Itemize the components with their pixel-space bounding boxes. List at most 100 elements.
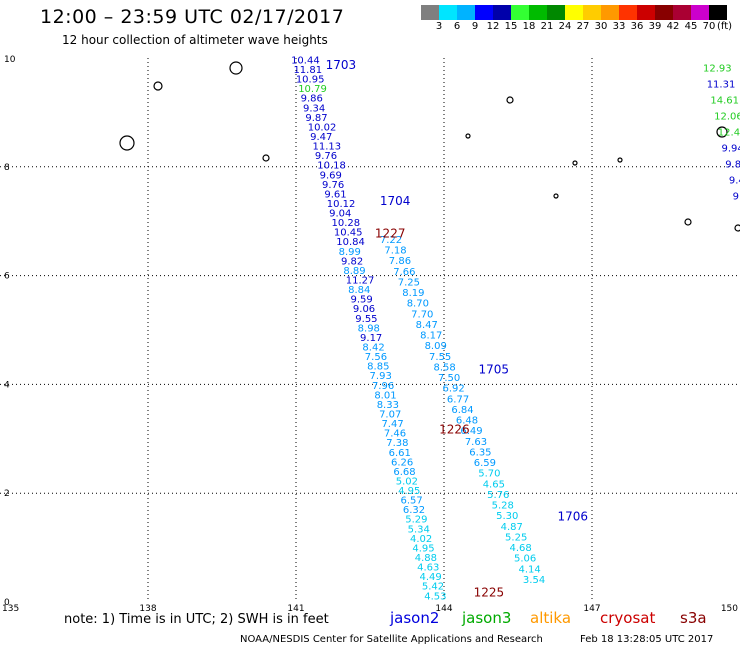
legend-cryosat: cryosat bbox=[600, 609, 656, 627]
legend-altika: altika bbox=[530, 609, 572, 627]
island-outline bbox=[684, 218, 692, 226]
swh-value: 7.38 bbox=[386, 438, 408, 449]
swh-value: 9.4 bbox=[729, 175, 740, 186]
swh-value: 9.55 bbox=[355, 314, 377, 325]
map-subtitle: 12 hour collection of altimeter wave hei… bbox=[62, 33, 328, 47]
swh-value: 9.34 bbox=[303, 103, 325, 114]
swh-value: 9.59 bbox=[351, 295, 373, 306]
legend-jason3: jason3 bbox=[462, 609, 512, 627]
swh-value: 7.55 bbox=[429, 352, 451, 363]
swh-value: 8.99 bbox=[339, 247, 361, 258]
swh-value: 4.88 bbox=[415, 553, 437, 564]
swh-value: 9.61 bbox=[324, 189, 346, 200]
swh-value: 5.06 bbox=[514, 554, 536, 565]
pass-label: 1225 bbox=[474, 586, 505, 600]
swh-value: 6.92 bbox=[442, 384, 464, 395]
swh-value: 9.87 bbox=[305, 113, 327, 124]
colorbar-swatch bbox=[637, 5, 655, 20]
island-outline bbox=[734, 224, 740, 232]
swh-value: 9.04 bbox=[329, 209, 351, 220]
swh-value: 6.61 bbox=[389, 448, 411, 459]
legend-jason2: jason2 bbox=[390, 609, 440, 627]
colorbar-swatch bbox=[619, 5, 637, 20]
x-tick-label: 147 bbox=[583, 604, 600, 614]
swh-value: 4.95 bbox=[398, 486, 420, 497]
colorbar-tick: 9 bbox=[471, 21, 479, 32]
swh-value: 9.94 bbox=[722, 144, 740, 155]
colorbar-swatch bbox=[655, 5, 673, 20]
swh-value: 5.02 bbox=[396, 476, 418, 487]
swh-value: 8.19 bbox=[402, 288, 424, 299]
swh-value: 9.1 bbox=[733, 191, 740, 202]
island-outline bbox=[119, 135, 135, 151]
swh-value: 6.35 bbox=[469, 447, 491, 458]
colorbar-tick: 70 bbox=[702, 21, 716, 32]
colorbar-tick: 33 bbox=[612, 21, 626, 32]
colorbar-swatch bbox=[565, 5, 583, 20]
swh-value: 5.25 bbox=[505, 532, 527, 543]
colorbar-swatch bbox=[709, 5, 727, 20]
swh-value: 14.61 bbox=[710, 96, 739, 107]
y-tick-label: 0 bbox=[4, 598, 10, 608]
colorbar-swatch bbox=[457, 5, 475, 20]
swh-value: 7.18 bbox=[384, 246, 406, 257]
island-outline bbox=[153, 81, 163, 91]
y-tick-label: 4 bbox=[4, 380, 10, 390]
swh-value: 8.33 bbox=[377, 400, 399, 411]
swh-value: 7.66 bbox=[393, 267, 415, 278]
colorbar-swatch bbox=[439, 5, 457, 20]
colorbar-tick: 6 bbox=[453, 21, 461, 32]
swh-value: 9.47 bbox=[310, 132, 332, 143]
swh-value: 8.84 bbox=[348, 285, 370, 296]
swh-value: 10.44 bbox=[291, 55, 320, 66]
x-tick-label: 144 bbox=[435, 604, 452, 614]
swh-value: 11.31 bbox=[707, 80, 736, 91]
colorbar-tick: 36 bbox=[630, 21, 644, 32]
y-tick-label: 10 bbox=[4, 55, 16, 65]
swh-value: 8.17 bbox=[420, 331, 442, 342]
colorbar-swatch bbox=[601, 5, 619, 20]
pass-label: 1705 bbox=[479, 363, 510, 377]
swh-value: 10.28 bbox=[332, 218, 361, 229]
swh-value: 7.56 bbox=[365, 352, 387, 363]
swh-value: 10.95 bbox=[296, 75, 325, 86]
swh-value: 11.27 bbox=[346, 276, 375, 287]
colorbar-swatch bbox=[511, 5, 529, 20]
island-outline bbox=[617, 157, 623, 163]
colorbar-tick: 39 bbox=[648, 21, 662, 32]
swh-value: 12.06 bbox=[714, 112, 740, 123]
colorbar-swatch bbox=[493, 5, 511, 20]
swh-value: 10.45 bbox=[334, 228, 363, 239]
colorbar-tick: 42 bbox=[666, 21, 680, 32]
swh-value: 4.87 bbox=[501, 522, 523, 533]
colorbar-swatch bbox=[691, 5, 709, 20]
swh-value: 4.49 bbox=[420, 572, 442, 583]
island-outline bbox=[716, 126, 728, 138]
map-title: 12:00 – 23:59 UTC 02/17/2017 bbox=[40, 6, 345, 28]
pass-label: 1704 bbox=[380, 194, 411, 208]
swh-value: 7.93 bbox=[370, 371, 392, 382]
swh-value: 8.85 bbox=[367, 362, 389, 373]
x-tick-label: 150 bbox=[721, 604, 738, 614]
y-tick-label: 2 bbox=[4, 489, 10, 499]
swh-value: 4.53 bbox=[424, 591, 446, 602]
swh-value: 5.70 bbox=[478, 469, 500, 480]
island-outline bbox=[572, 160, 578, 166]
swh-value: 6.32 bbox=[403, 505, 425, 516]
swh-value: 6.49 bbox=[460, 426, 482, 437]
swh-value: 4.65 bbox=[483, 479, 505, 490]
colorbar-tick: 45 bbox=[684, 21, 698, 32]
pass-label: 1226 bbox=[439, 422, 470, 436]
swh-value: 5.76 bbox=[487, 490, 509, 501]
colorbar-tick: 15 bbox=[504, 21, 518, 32]
swh-value: 5.28 bbox=[492, 501, 514, 512]
colorbar-swatch bbox=[421, 5, 439, 20]
swh-value: 6.68 bbox=[393, 467, 415, 478]
island-outline bbox=[506, 96, 514, 104]
swh-value: 7.63 bbox=[465, 437, 487, 448]
swh-value: 7.70 bbox=[411, 309, 433, 320]
swh-value: 10.12 bbox=[327, 199, 356, 210]
swh-value: 6.59 bbox=[474, 458, 496, 469]
island-outline bbox=[553, 193, 559, 199]
